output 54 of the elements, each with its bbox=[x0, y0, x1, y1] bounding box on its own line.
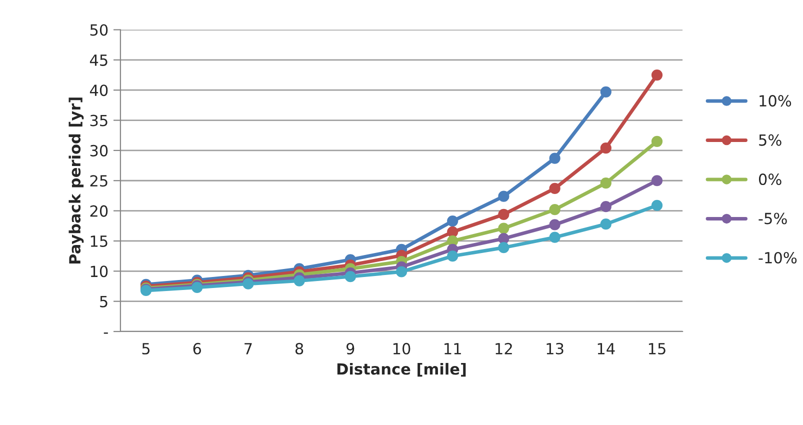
point bbox=[498, 222, 510, 234]
point bbox=[549, 152, 560, 164]
point bbox=[447, 250, 458, 262]
x-tick-label: 8 bbox=[295, 342, 304, 354]
y-tick-label: 45 bbox=[90, 54, 108, 66]
x-tick-label: 7 bbox=[244, 343, 252, 354]
x-tick-label: 11 bbox=[444, 343, 461, 354]
point bbox=[447, 226, 458, 238]
point bbox=[396, 266, 408, 278]
point bbox=[549, 182, 560, 194]
y-tick-label: 30 bbox=[90, 144, 108, 156]
legend-label: 5% bbox=[759, 134, 782, 146]
point bbox=[549, 219, 560, 230]
legend-label: 10% bbox=[760, 95, 792, 107]
point bbox=[549, 232, 560, 243]
point bbox=[447, 216, 458, 227]
y-tick-label: 10 bbox=[90, 266, 108, 278]
point bbox=[600, 86, 612, 98]
point bbox=[651, 136, 663, 147]
x-tick-label: 10 bbox=[393, 342, 410, 354]
y-tick-label: - bbox=[104, 332, 108, 334]
x-tick-label: 12 bbox=[496, 342, 512, 354]
x-tick-label: 9 bbox=[346, 342, 354, 354]
point bbox=[498, 208, 510, 220]
x-tick-label: 15 bbox=[648, 343, 666, 354]
y-tick-label: 40 bbox=[90, 84, 108, 96]
point bbox=[498, 190, 510, 202]
point bbox=[600, 218, 612, 230]
point bbox=[344, 271, 356, 282]
y-tick-label: 5 bbox=[100, 296, 108, 308]
point bbox=[651, 175, 663, 186]
x-axis-title: Distance [mile] bbox=[337, 362, 466, 377]
point bbox=[549, 204, 560, 216]
y-tick-label: 20 bbox=[90, 205, 108, 217]
point bbox=[651, 200, 663, 211]
legend-label: -10% bbox=[758, 252, 797, 264]
legend-label: -5% bbox=[758, 212, 787, 224]
y-tick-label: 50 bbox=[90, 24, 108, 36]
point bbox=[498, 242, 510, 254]
x-tick-label: 13 bbox=[546, 342, 564, 354]
y-tick-label: 35 bbox=[90, 114, 108, 126]
point bbox=[600, 201, 612, 212]
point bbox=[294, 275, 305, 286]
point bbox=[600, 142, 612, 154]
point bbox=[600, 177, 612, 189]
point bbox=[498, 233, 510, 244]
y-tick-label: 25 bbox=[90, 175, 108, 187]
x-tick-label: 6 bbox=[193, 342, 201, 354]
legend-label: 0% bbox=[758, 174, 782, 186]
x-tick-label: 5 bbox=[142, 343, 150, 354]
y-axis-title: Payback period [yr] bbox=[68, 98, 84, 264]
y-tick-label: 15 bbox=[90, 236, 108, 247]
x-tick-label: 14 bbox=[598, 343, 615, 354]
point bbox=[651, 69, 663, 81]
